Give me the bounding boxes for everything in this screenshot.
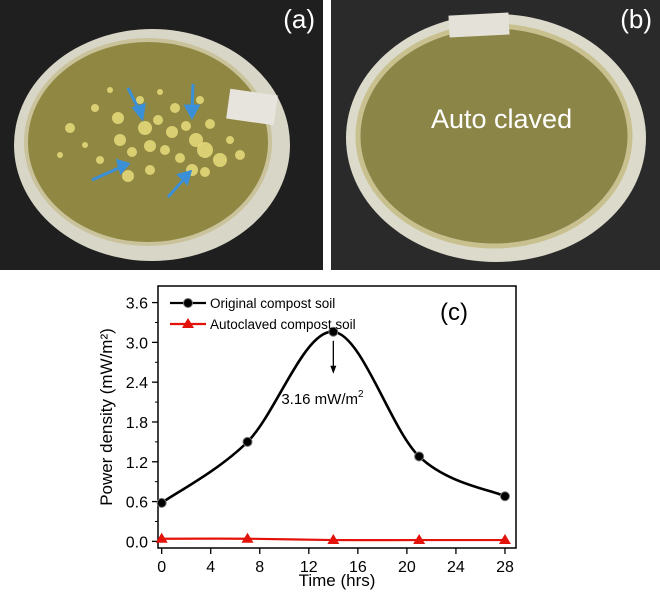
colony <box>107 87 113 93</box>
annotation-arrowhead <box>330 365 337 374</box>
colony <box>213 153 227 167</box>
colony <box>197 142 213 158</box>
x-tick-label: 28 <box>496 559 514 576</box>
colony <box>127 147 137 157</box>
colony <box>196 96 204 104</box>
legend-marker <box>182 318 194 328</box>
data-point-original <box>242 436 253 447</box>
colony <box>65 123 75 133</box>
colony <box>136 96 144 104</box>
y-tick-label: 2.4 <box>126 375 148 392</box>
x-tick-label: 20 <box>398 559 416 576</box>
y-tick-label: 1.2 <box>126 455 148 472</box>
panel-label-c: (c) <box>440 299 468 326</box>
y-tick-label: 3.0 <box>126 335 148 352</box>
panel-label-a: (a) <box>283 4 315 34</box>
y-tick-label: 0.6 <box>126 495 148 512</box>
colony <box>145 165 155 175</box>
colony <box>226 136 234 144</box>
x-tick-label: 4 <box>206 559 215 576</box>
annotation-text: 3.16 mW/m2 <box>281 389 364 408</box>
legend-label: Autoclaved compost soil <box>210 317 356 332</box>
data-point-original <box>328 326 339 337</box>
data-point-autoclaved <box>155 532 168 543</box>
annotation-superscript: 2 <box>358 389 364 400</box>
petri-dish-photo-b: (b) Auto claved <box>331 0 660 270</box>
data-point-autoclaved <box>413 534 426 545</box>
x-tick-label: 8 <box>255 559 264 576</box>
colony <box>160 145 170 155</box>
colony <box>91 104 99 112</box>
petri-dish-photo-a: (a) <box>0 0 323 270</box>
colony <box>170 103 180 113</box>
colony <box>175 153 185 163</box>
x-axis-label: Time (hrs) <box>299 571 376 590</box>
data-point-original <box>499 491 510 502</box>
colony <box>200 167 210 177</box>
x-tick-label: 24 <box>447 559 465 576</box>
colony <box>96 156 104 164</box>
colony <box>82 142 88 148</box>
legend-marker <box>183 298 193 308</box>
y-tick-label: 3.6 <box>126 296 148 313</box>
y-tick-label: 0.0 <box>126 534 148 551</box>
colony <box>138 121 152 135</box>
power-density-chart: 0 4 8 12 16 20 24 28 0.0 0.6 1.2 1.8 2.4 3.0 3.6 3.16 … <box>97 285 517 590</box>
x-tick-label: 0 <box>157 559 166 576</box>
colony <box>57 152 63 158</box>
colony <box>114 134 126 146</box>
data-point-autoclaved <box>498 534 511 545</box>
colony <box>112 112 124 124</box>
plot-frame <box>157 285 517 549</box>
colony <box>189 133 203 147</box>
colony <box>157 89 163 95</box>
data-point-autoclaved <box>327 534 340 545</box>
colony <box>122 170 134 182</box>
colony <box>166 126 178 138</box>
colony <box>153 115 163 125</box>
data-point-original <box>414 451 425 462</box>
colony <box>181 121 191 131</box>
data-point-original <box>156 497 167 508</box>
colony <box>235 150 245 160</box>
legend-label: Original compost soil <box>210 296 335 311</box>
y-tick-label: 1.8 <box>126 415 148 432</box>
y-axis-label: Power density (mW/m²) <box>97 328 116 506</box>
colony <box>205 119 215 129</box>
panel-label-b: (b) <box>620 4 652 34</box>
x-tick-label: 16 <box>349 559 367 576</box>
autoclaved-caption: Auto claved <box>431 104 573 134</box>
x-tick-label: 12 <box>300 559 318 576</box>
data-point-autoclaved <box>241 532 254 543</box>
colony <box>144 140 156 152</box>
